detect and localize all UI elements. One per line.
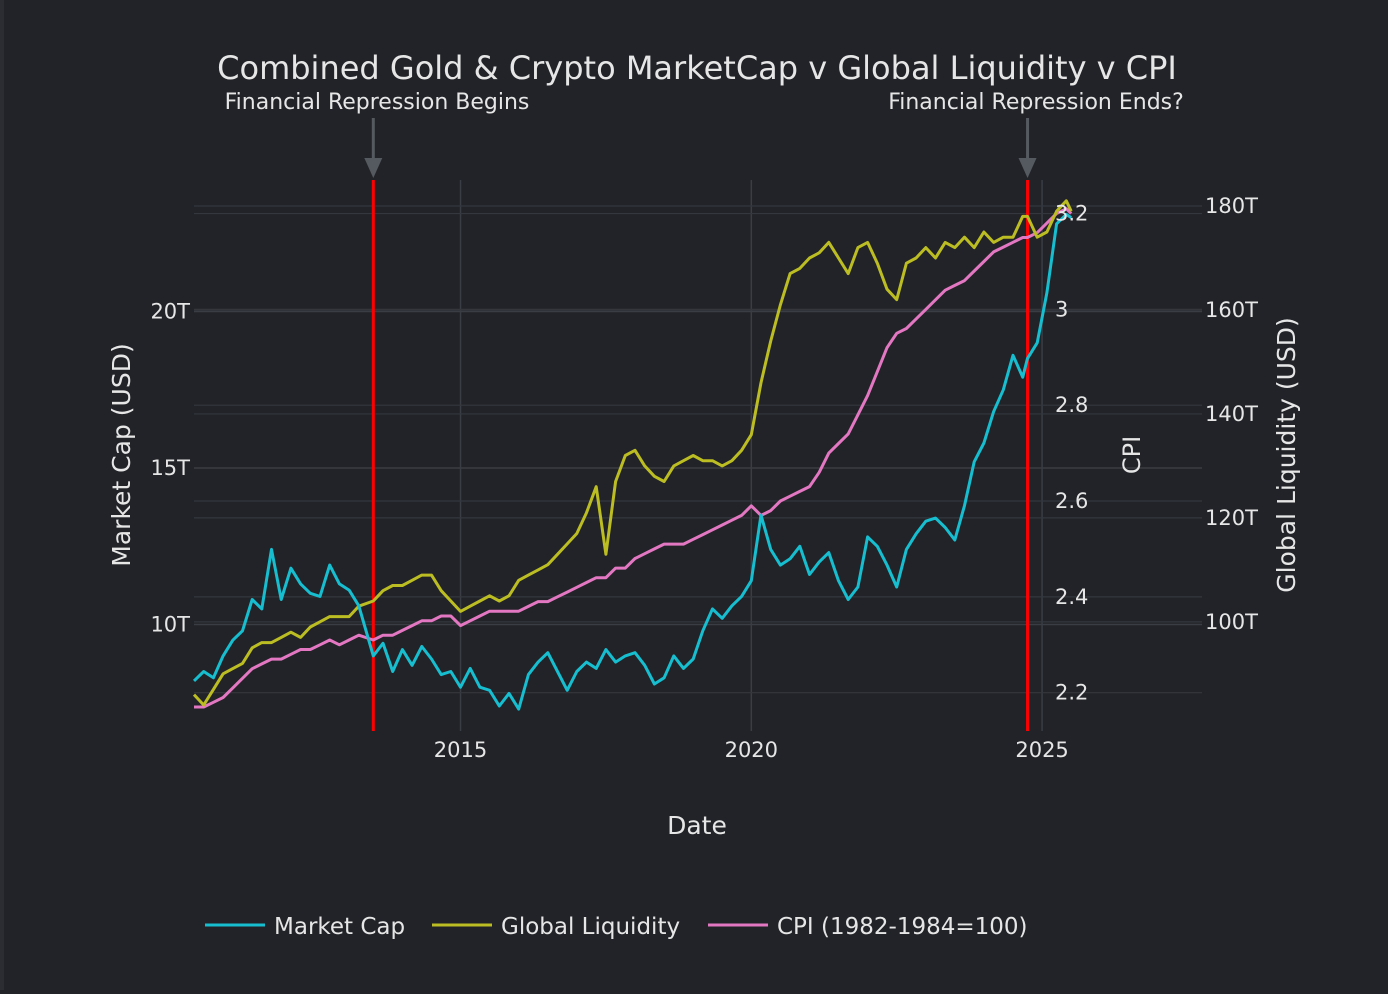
series-line-global-liquidity (192, 199, 1073, 707)
legend-item-global-liquidity[interactable]: Global Liquidity (432, 914, 680, 940)
y-right-tick-label: 100T (1205, 610, 1258, 634)
x-tick-label: 2015 (434, 738, 487, 762)
chart-title: Combined Gold & Crypto MarketCap v Globa… (217, 49, 1177, 87)
window-edge (0, 0, 4, 990)
legend-label-global-liquidity: Global Liquidity (501, 914, 680, 940)
y-left-tick-label: 10T (150, 613, 190, 637)
y-right-axis-label: Global Liquidity (USD) (1272, 317, 1301, 593)
y-left-axis-label: Market Cap (USD) (107, 343, 136, 566)
legend-label-cpi: CPI (1982-1984=100) (777, 914, 1028, 940)
x-axis-label: Date (667, 811, 727, 840)
series-line-market-cap (192, 212, 1073, 711)
y-right-tick-label: 160T (1205, 298, 1258, 322)
series-line-cpi-1982-1984-100 (194, 207, 1073, 709)
annotation-ends: Financial Repression Ends? (888, 90, 1184, 115)
y-cpi-axis-label: CPI (1118, 436, 1146, 474)
annotation-arrow-head (1018, 158, 1037, 178)
y-cpi-tick-label: 2.4 (1055, 585, 1088, 609)
y-right-tick-label: 140T (1205, 402, 1258, 426)
x-tick-label: 2020 (725, 738, 778, 762)
annotation-begins: Financial Repression Begins (225, 90, 530, 115)
y-cpi-tick-label: 3 (1055, 297, 1068, 321)
y-right-tick-label: 120T (1205, 506, 1258, 530)
tick-labels: 2015 2020 2025 10T 15T 20T 2.2 2.4 2.6 2.8 3 3.2 100… (150, 194, 1258, 762)
y-right-tick-label: 180T (1205, 194, 1258, 218)
y-left-tick-label: 20T (150, 299, 190, 323)
y-cpi-tick-label: 2.8 (1055, 393, 1088, 417)
y-cpi-tick-label: 2.6 (1055, 489, 1088, 513)
x-tick-label: 2025 (1015, 738, 1068, 762)
legend: Market Cap Global Liquidity CPI (1982-19… (205, 914, 1028, 940)
legend-item-cpi[interactable]: CPI (1982-1984=100) (708, 914, 1028, 940)
series-layer (192, 199, 1073, 711)
annotation-arrow-head (364, 158, 383, 178)
y-cpi-tick-label: 2.2 (1055, 681, 1088, 705)
legend-item-market-cap[interactable]: Market Cap (205, 914, 405, 940)
y-cpi-tick-label: 3.2 (1055, 202, 1088, 226)
y-left-tick-label: 15T (150, 456, 190, 480)
legend-label-market-cap: Market Cap (274, 914, 405, 940)
